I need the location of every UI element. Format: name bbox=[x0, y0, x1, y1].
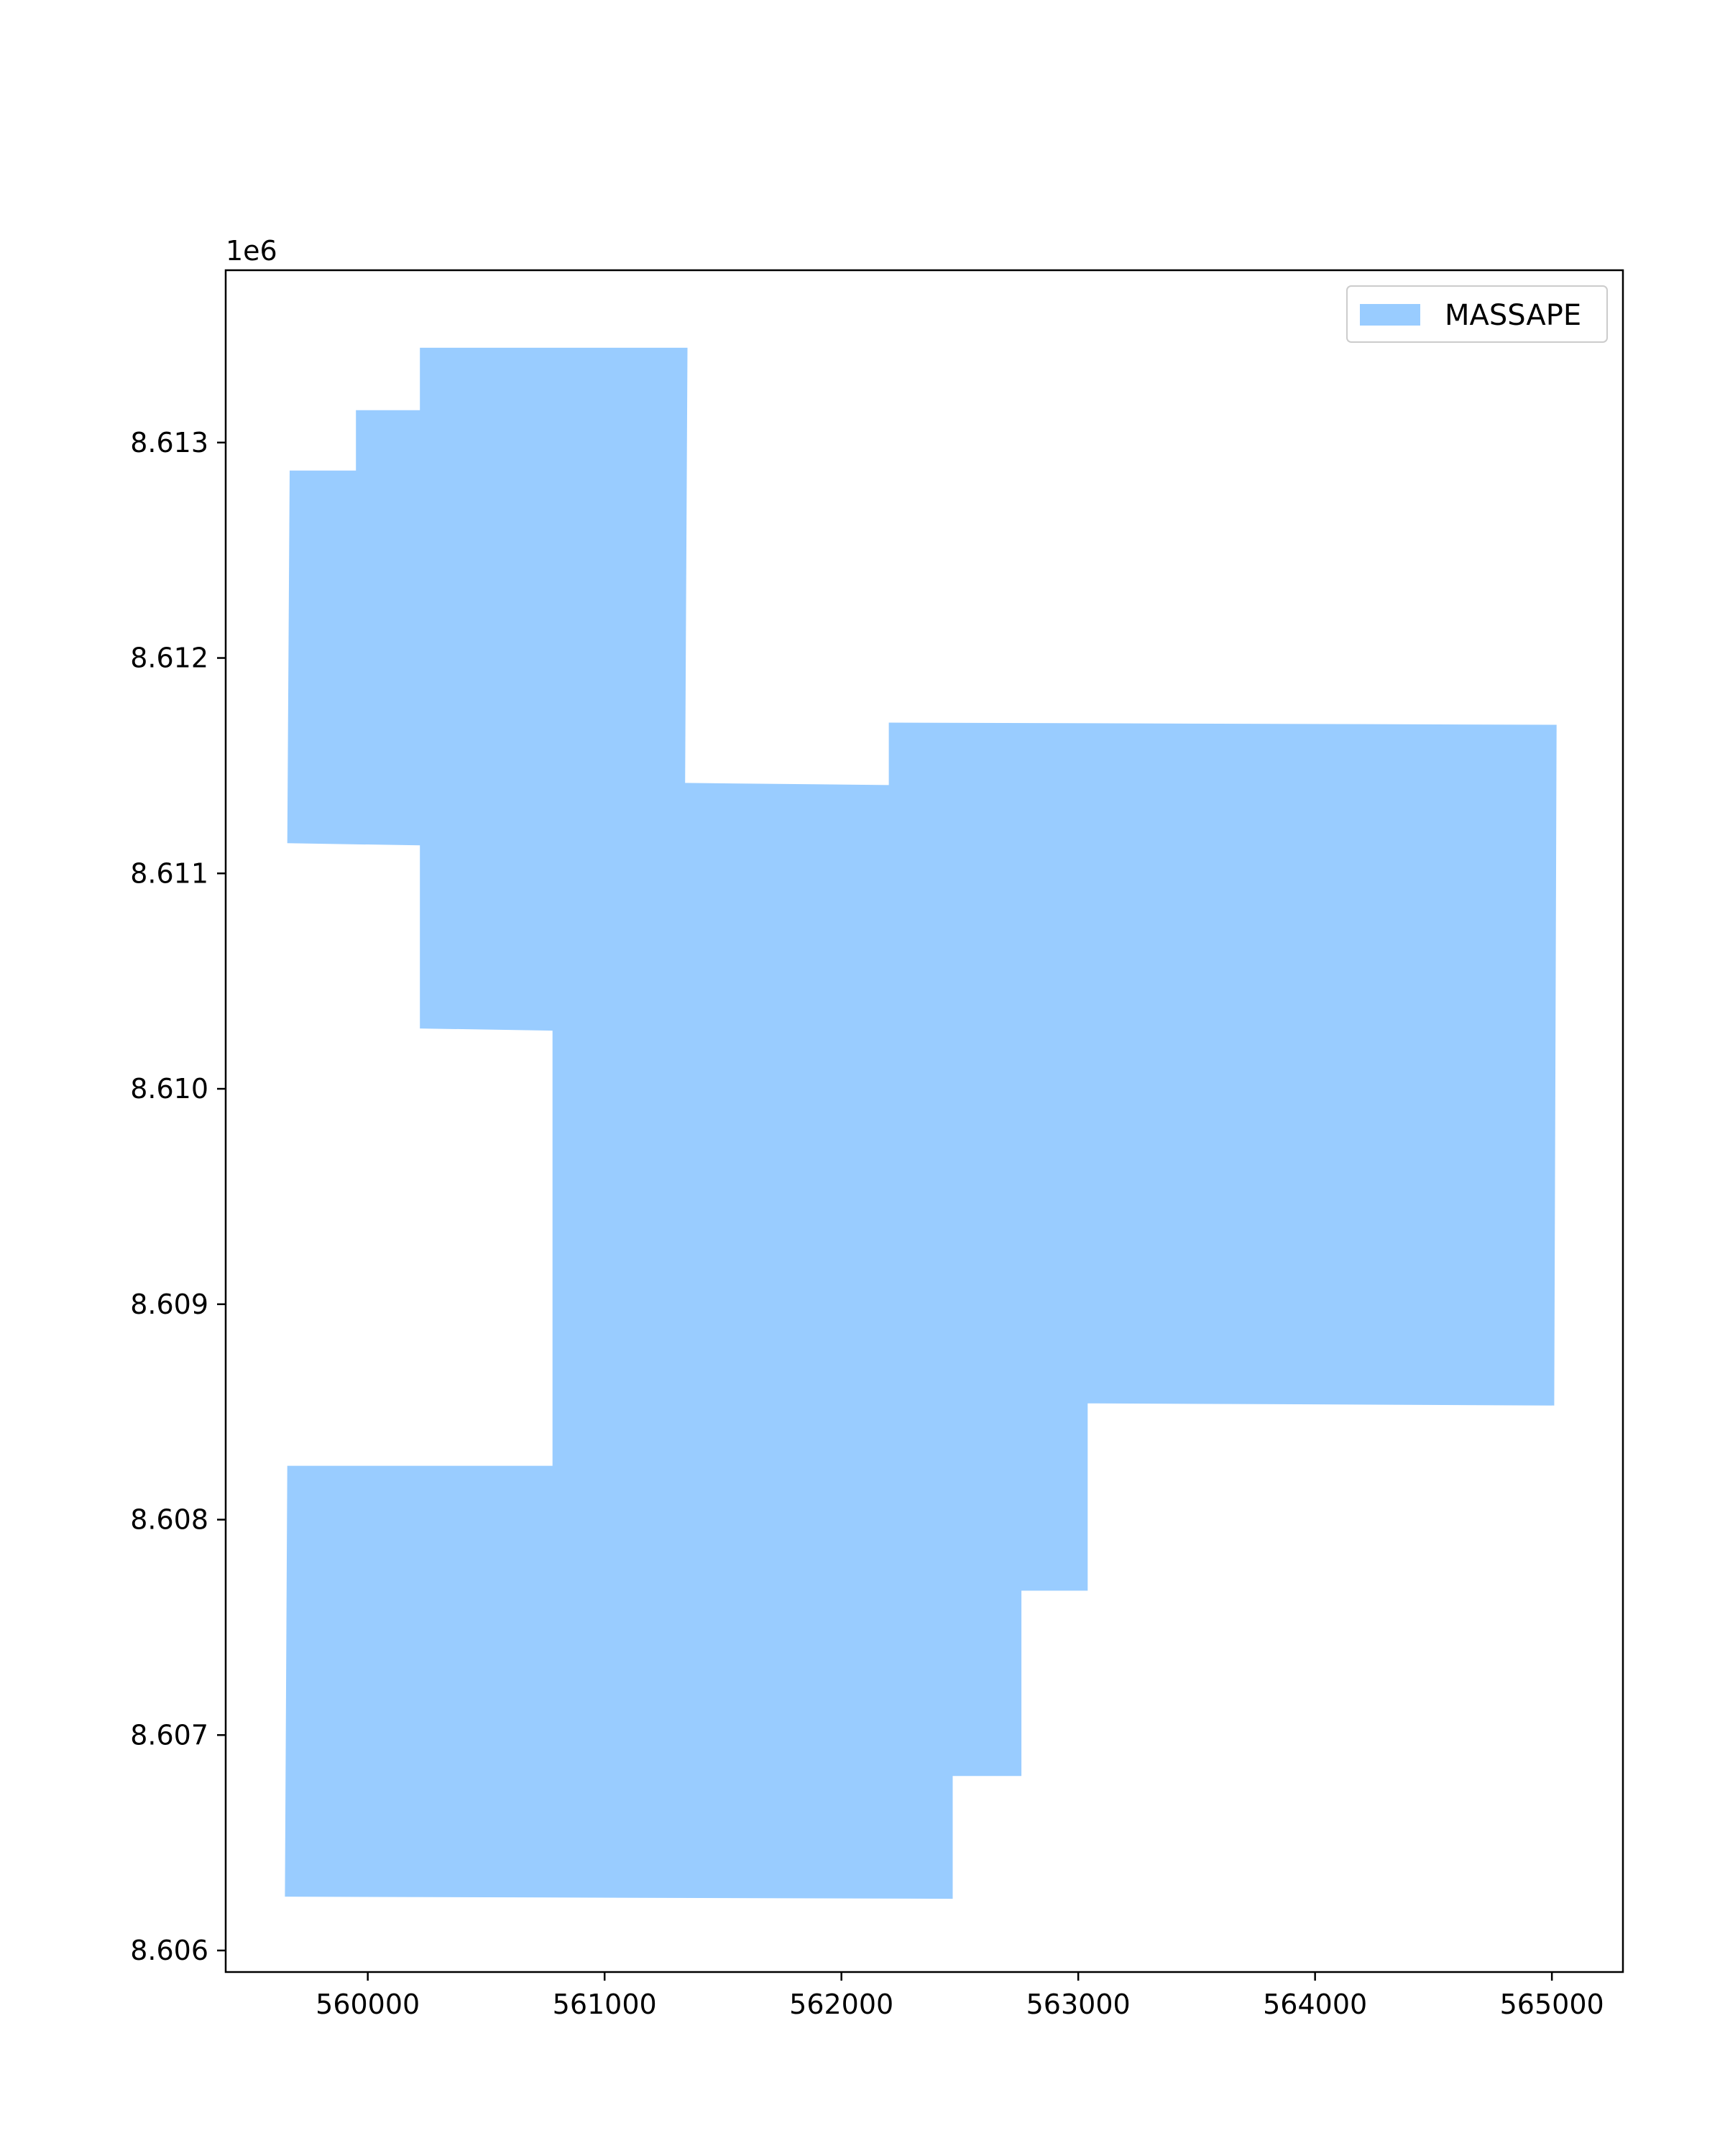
axes-frame bbox=[224, 269, 1624, 1973]
legend-box bbox=[1346, 285, 1608, 343]
y-tick-label: 8.609 bbox=[130, 1289, 208, 1320]
x-axis-ticks: 560000 561000 562000 563000 564000 565000 bbox=[316, 1972, 1604, 2020]
x-tick-label: 563000 bbox=[1026, 1989, 1131, 2020]
x-tick-label: 561000 bbox=[553, 1989, 657, 2020]
x-tick-label: 565000 bbox=[1500, 1989, 1604, 2020]
y-tick-label: 8.613 bbox=[130, 427, 208, 459]
y-tick-label: 8.612 bbox=[130, 642, 208, 674]
y-axis-ticks: 8.606 8.607 8.608 8.609 8.610 8.611 8.612 8.613 bbox=[130, 427, 226, 1966]
plot-area bbox=[285, 347, 1557, 1899]
y-axis-offset-text: 1e6 bbox=[226, 235, 277, 267]
y-tick-label: 8.607 bbox=[130, 1719, 208, 1751]
x-tick-label: 562000 bbox=[789, 1989, 893, 2020]
y-tick-label: 8.608 bbox=[130, 1504, 208, 1536]
y-tick-label: 8.611 bbox=[130, 857, 208, 889]
x-tick-label: 560000 bbox=[316, 1989, 420, 2020]
x-tick-label: 564000 bbox=[1263, 1989, 1367, 2020]
region-polygon-massape bbox=[285, 347, 1557, 1899]
legend-swatch-massape bbox=[1360, 304, 1420, 326]
y-tick-label: 8.606 bbox=[130, 1935, 208, 1966]
legend-label-massape: MASSAPE bbox=[1445, 299, 1581, 332]
legend: MASSAPE bbox=[1346, 285, 1608, 343]
y-tick-label: 8.610 bbox=[130, 1073, 208, 1105]
